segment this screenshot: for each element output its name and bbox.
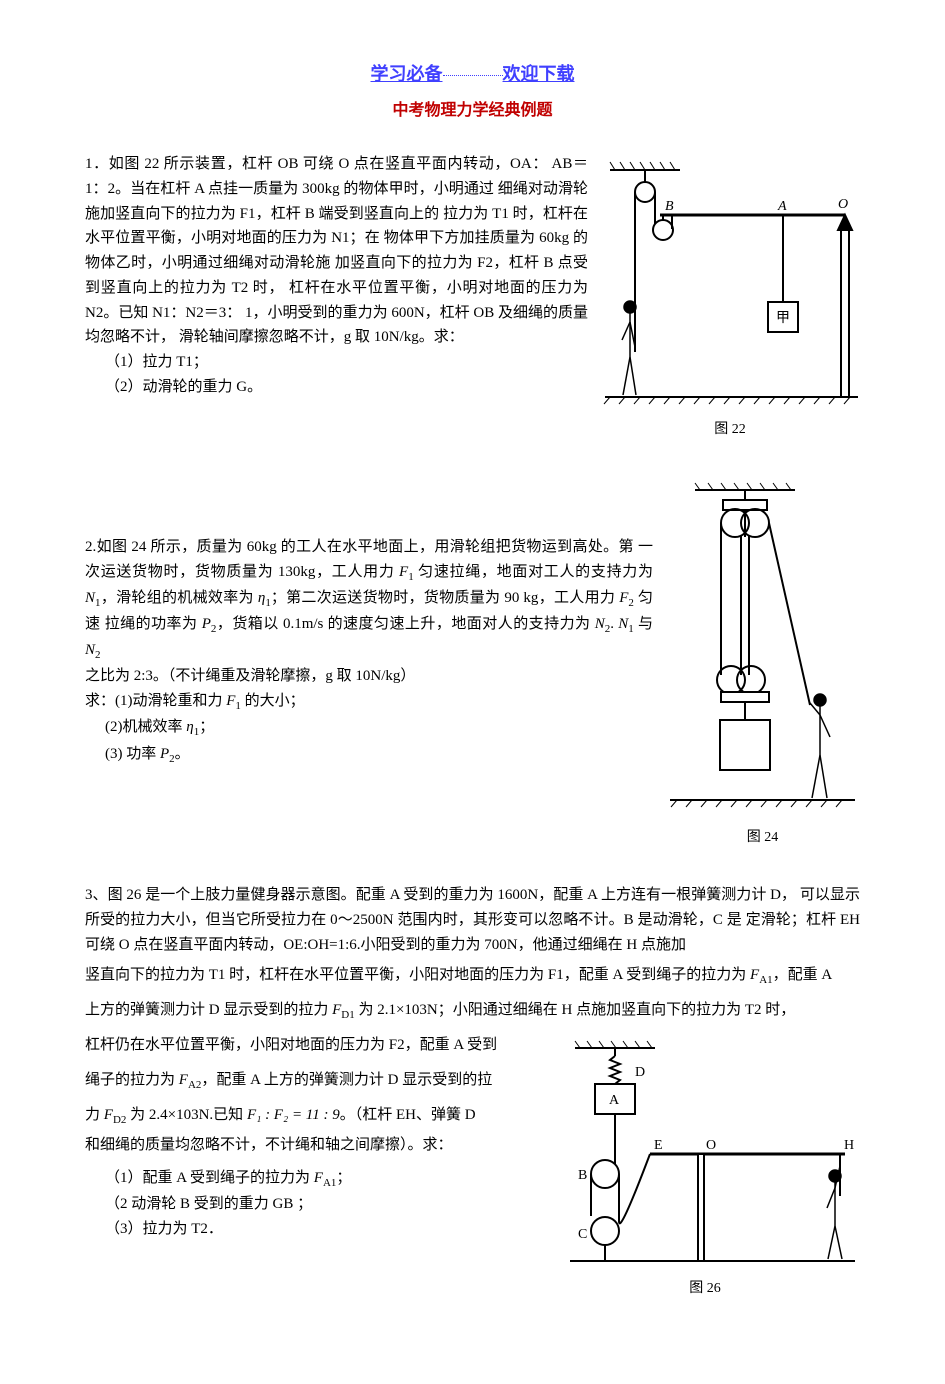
figure-24: 图 24 — [665, 475, 860, 849]
label-D: D — [635, 1065, 645, 1080]
figure-24-svg — [665, 475, 860, 820]
problem-3: 3、图 26 是一个上肢力量健身器示意图。配重 A 受到的重力为 1600N，配… — [85, 883, 860, 1300]
p3-l6: 杠杆仍在水平位置平衡，小阳对地面的压力为 F2，配重 A 受到 — [85, 1037, 497, 1053]
p2-l3a: ，滑轮组的机械效率为 — [101, 590, 258, 606]
p3-l7b: ，配重 A 上方的弹簧测力计 D 显示受到的拉 — [201, 1072, 492, 1088]
p3-l8b: 为 2.4×103N.已知 — [126, 1107, 247, 1123]
p1-l1: ．如图 22 所示装置，杠杆 OB 可绕 O 点在竖直平面内转动，OA： — [93, 156, 548, 172]
p3-l4a: 竖直向下的拉力为 T1 时，杠杆在水平位置平衡，小阳对地面的压力为 F1，配重 … — [85, 967, 750, 983]
label-B: B — [665, 199, 674, 214]
p2-q3a: (3) 功率 — [105, 746, 160, 762]
p3-num: 3 — [85, 887, 93, 903]
header-prefix: 学习必备 — [371, 64, 443, 84]
figure-22-svg: B A O 甲 — [600, 152, 860, 412]
figure-26: D A E O H B C 图 26 — [550, 1036, 860, 1300]
p3-q1a: （1）配重 A 受到绳子的拉力为 — [105, 1170, 314, 1186]
document-title: 中考物理力学经典例题 — [85, 98, 860, 124]
figure-24-caption: 图 24 — [665, 826, 860, 849]
page-header: 学习必备 欢迎下载 — [85, 60, 860, 90]
header-suffix: 欢迎下载 — [503, 64, 575, 84]
p2-num: 2 — [85, 539, 93, 555]
label-B2: B — [578, 1168, 587, 1183]
label-A: A — [777, 199, 787, 214]
p2-l5: 之比为 2:3。（不计绳重及滑轮摩擦，g 取 10N/kg） — [85, 668, 415, 684]
p2-l1: .如图 24 所示，质量为 60kg 的工人在水平地面上，用滑轮组把货物运到高处… — [93, 539, 634, 555]
p1-l9: 滑轮轴间摩擦忽略不计，g 取 10N/kg。求： — [179, 329, 464, 345]
p2-l4b: ，货箱以 0.1m/s 的速度匀速上升，地面对人的支持力为 — [216, 616, 594, 632]
header-link[interactable]: 学习必备 欢迎下载 — [371, 64, 575, 84]
p3-l8c: 。（杠杆 EH、弹簧 D — [340, 1107, 476, 1123]
figure-22-caption: 图 22 — [600, 418, 860, 441]
label-C: C — [578, 1227, 587, 1242]
p3-l4b: ，配重 A — [773, 967, 833, 983]
label-E: E — [654, 1138, 663, 1153]
label-O2: O — [706, 1138, 716, 1153]
p3-l5b: 为 2.1×103N；小阳通过细绳在 H 点施加竖直向下的拉力为 T2 时， — [355, 1002, 796, 1018]
p2-l6b: 的大小； — [241, 693, 305, 709]
document-page: 学习必备 欢迎下载 中考物理力学经典例题 — [0, 0, 945, 1384]
label-jia: 甲 — [776, 311, 790, 326]
p2-l2b: 匀速拉绳，地面对工人的支持力为 — [414, 564, 653, 580]
label-H: H — [844, 1138, 854, 1153]
p3-l9: 和细绳的质量均忽略不计，不计绳和轴之间摩擦）。求： — [85, 1137, 453, 1153]
p1-num: 1 — [85, 156, 93, 172]
p2-q3b: 。 — [175, 746, 190, 762]
p2-q2a: (2)机械效率 — [105, 719, 186, 735]
p2-l4a: 拉绳的功率为 — [105, 616, 202, 632]
p3-q1b: ； — [336, 1170, 351, 1186]
p3-l7a: 绳子的拉力为 — [85, 1072, 179, 1088]
p2-l4c: 与 — [634, 616, 653, 632]
p3-l1: 、图 26 是一个上肢力量健身器示意图。配重 A 受到的重力为 1600N，配重… — [93, 887, 797, 903]
problem-1: B A O 甲 图 22 1．如图 22 所示装置，杠杆 OB 可绕 O 点在竖… — [85, 152, 860, 441]
figure-26-svg: D A E O H B C — [550, 1036, 860, 1271]
p2-q2b: ； — [199, 719, 214, 735]
label-O: O — [838, 197, 848, 212]
p3-l5a: 上方的弹簧测力计 D 显示受到的拉力 — [85, 1002, 332, 1018]
problem-3-text: 3、图 26 是一个上肢力量健身器示意图。配重 A 受到的重力为 1600N，配… — [85, 883, 860, 1241]
figure-26-caption: 图 26 — [550, 1277, 860, 1300]
figure-22: B A O 甲 图 22 — [600, 152, 860, 441]
p2-l3b: ；第二次运送货物时，货物质量为 90 kg，工人用力 — [271, 590, 619, 606]
problem-2: 图 24 2.如图 24 所示，质量为 60kg 的工人在水平地面上，用滑轮组把… — [85, 475, 860, 849]
p3-ratio: F₁ : F₂ = 11 : 9 — [247, 1107, 340, 1123]
label-A2: A — [609, 1093, 620, 1108]
p3-l8a: 力 — [85, 1107, 104, 1123]
p2-l6: 求：(1)动滑轮重和力 — [85, 693, 226, 709]
